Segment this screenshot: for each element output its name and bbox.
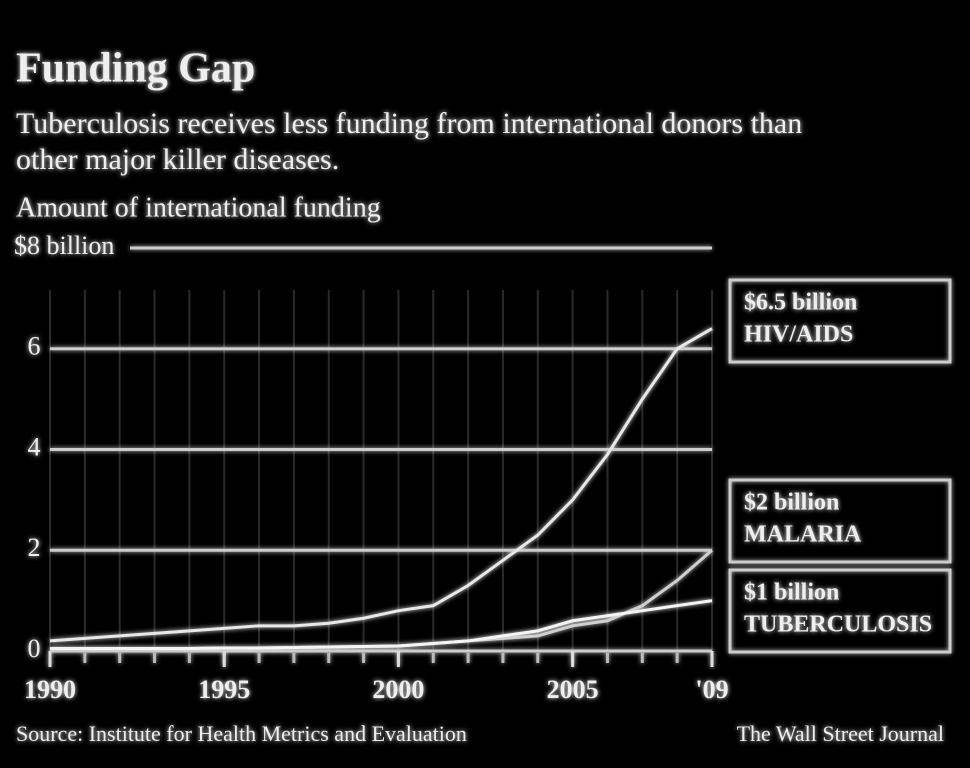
end-label: $1 billion — [744, 580, 839, 606]
grid — [49, 290, 713, 651]
subtitle-box: Tuberculosis receives less funding from … — [16, 107, 803, 176]
y-tick-label: $8 billion — [14, 231, 114, 260]
end-label: $2 billion — [744, 490, 839, 516]
legend-label: MALARIA — [744, 522, 862, 548]
chart-subtitle: Tuberculosis receives less funding from … — [16, 107, 803, 176]
source: Source: Institute for Health Metrics and… — [16, 721, 467, 746]
y-tick-label: 0 — [28, 634, 41, 663]
legend-label: HIV/AIDS — [744, 322, 853, 348]
legend-label: TUBERCULOSIS — [744, 612, 932, 638]
y-tick-label: 2 — [28, 533, 41, 562]
plot: Funding Gap Tuberculosis receives less f… — [14, 46, 952, 746]
x-tick-label: 2000 — [372, 675, 424, 704]
y-tick-label: 4 — [28, 432, 41, 461]
legend-box — [728, 568, 952, 654]
y-axis-label: Amount of international funding — [16, 192, 381, 223]
credit: The Wall Street Journal — [737, 721, 944, 746]
legend-box — [728, 278, 952, 364]
x-tick-label: 2005 — [547, 675, 599, 704]
x-tick-label: '09 — [695, 675, 728, 704]
series-line — [50, 599, 713, 650]
legend-box — [728, 478, 952, 564]
x-tick-label: 1995 — [198, 675, 250, 704]
end-label: $6.5 billion — [744, 290, 857, 316]
chart-title: Funding Gap — [16, 46, 255, 92]
x-tick-label: 1990 — [24, 675, 76, 704]
y-tick-label: 6 — [28, 332, 41, 361]
series-line — [49, 327, 713, 643]
